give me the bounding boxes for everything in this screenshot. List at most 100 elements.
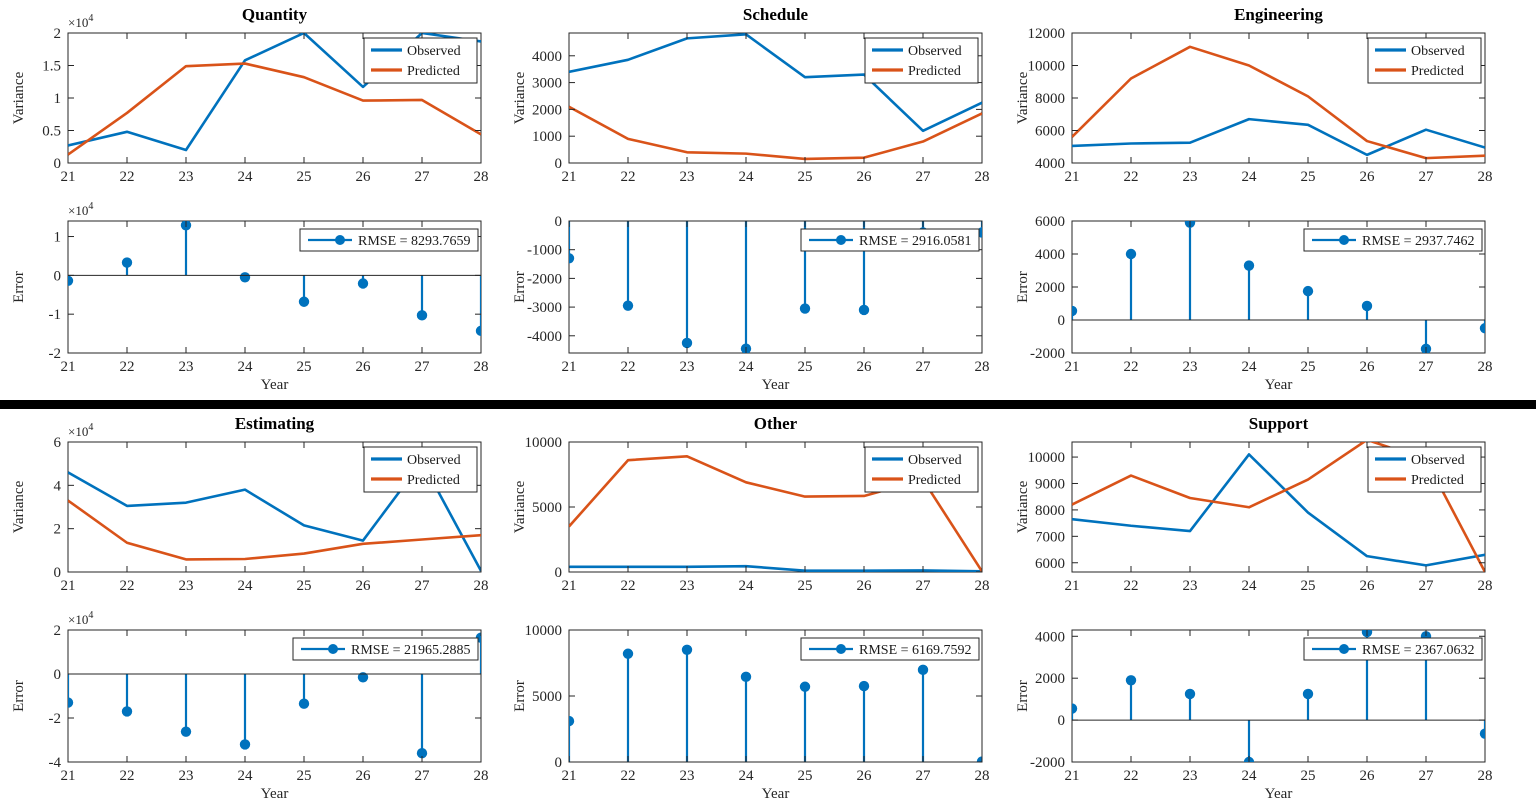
svg-text:Observed: Observed xyxy=(1411,453,1465,468)
svg-text:0: 0 xyxy=(555,214,563,230)
svg-text:22: 22 xyxy=(120,768,135,784)
support-error-axis-label: Error xyxy=(1015,680,1031,712)
support-error-stem-marker xyxy=(1125,675,1137,686)
svg-text:24: 24 xyxy=(238,169,254,185)
other-error-stem-marker xyxy=(622,648,634,659)
support-observed-line xyxy=(1072,453,1485,567)
svg-text:2: 2 xyxy=(54,26,62,42)
svg-text:-2000: -2000 xyxy=(1030,755,1065,771)
estimating-error-chart: 21 22 23 24 25 26 27 28 -4 -2 0 2 ×104 Error Year RMSE … xyxy=(11,610,489,802)
engineering-error-stem-marker xyxy=(1302,285,1314,297)
schedule-error-stem-marker xyxy=(858,304,870,316)
other-error-stem-marker xyxy=(917,664,929,676)
svg-text:-4000: -4000 xyxy=(527,329,562,345)
svg-text:23: 23 xyxy=(1183,768,1198,784)
svg-text:25: 25 xyxy=(297,578,312,594)
svg-text:RMSE = 8293.7659: RMSE = 8293.7659 xyxy=(358,234,471,249)
svg-text:Observed: Observed xyxy=(1411,44,1465,59)
svg-text:25: 25 xyxy=(798,169,813,185)
other-error-chart: 21 22 23 24 25 26 27 28 0 5000 10000 Error Year RMSE … xyxy=(512,623,990,802)
svg-text:27: 27 xyxy=(415,578,431,594)
svg-text:25: 25 xyxy=(297,768,312,784)
estimating-error-stem-marker xyxy=(416,748,428,759)
figure-top-row: 21 22 23 24 25 26 27 28 0 0.5 1 1.5 2 ×104 Variance Qua… xyxy=(0,0,1536,400)
svg-text:RMSE = 2937.7462: RMSE = 2937.7462 xyxy=(1362,234,1475,249)
other-error-stem-marker xyxy=(799,681,811,692)
svg-text:Predicted: Predicted xyxy=(908,473,961,488)
engineering-variance-chart: 21 22 23 24 25 26 27 28 4000 6000 8000 10000 12000 Va… xyxy=(1015,5,1493,185)
svg-text:26: 26 xyxy=(1360,359,1376,375)
svg-text:26: 26 xyxy=(857,359,873,375)
estimating-error-stem-marker xyxy=(298,698,310,709)
estimating-error-stem-marker xyxy=(239,739,251,750)
svg-text:1000: 1000 xyxy=(532,129,562,145)
svg-text:10000: 10000 xyxy=(1028,59,1066,75)
svg-text:21: 21 xyxy=(562,768,577,784)
svg-text:27: 27 xyxy=(916,768,932,784)
svg-text:27: 27 xyxy=(1419,578,1435,594)
other-year-axis-label: Year xyxy=(762,786,790,802)
svg-text:28: 28 xyxy=(975,169,990,185)
svg-text:10000: 10000 xyxy=(525,435,563,451)
svg-text:21: 21 xyxy=(61,169,76,185)
svg-text:26: 26 xyxy=(857,169,873,185)
quantity-title: Quantity xyxy=(242,5,308,24)
svg-text:4: 4 xyxy=(54,478,62,494)
svg-text:0: 0 xyxy=(555,156,563,172)
estimating-error-stem-marker xyxy=(68,697,74,708)
svg-text:7000: 7000 xyxy=(1035,529,1065,545)
estimating-year-axis-label: Year xyxy=(261,786,289,802)
svg-text:27: 27 xyxy=(415,768,431,784)
svg-text:26: 26 xyxy=(356,359,372,375)
quantity-error-stem-marker xyxy=(475,325,481,337)
svg-text:22: 22 xyxy=(1124,169,1139,185)
svg-text:21: 21 xyxy=(562,169,577,185)
svg-text:25: 25 xyxy=(798,768,813,784)
svg-text:RMSE = 21965.2885: RMSE = 21965.2885 xyxy=(351,643,471,658)
svg-text:28: 28 xyxy=(1478,768,1493,784)
engineering-predicted-line xyxy=(1072,45,1485,160)
svg-text:28: 28 xyxy=(975,578,990,594)
svg-text:22: 22 xyxy=(621,578,636,594)
svg-text:23: 23 xyxy=(179,359,194,375)
svg-text:24: 24 xyxy=(1242,169,1258,185)
svg-text:23: 23 xyxy=(1183,169,1198,185)
schedule-observed-line xyxy=(569,33,982,133)
engineering-error-stem-marker xyxy=(1479,323,1485,334)
quantity-variance-chart: 21 22 23 24 25 26 27 28 0 0.5 1 1.5 2 ×104 Variance Qua… xyxy=(11,5,489,185)
other-error-stem-marker xyxy=(569,715,575,727)
other-error-stem-marker xyxy=(976,756,982,762)
svg-text:2: 2 xyxy=(54,623,62,639)
estimating-error-stem-marker xyxy=(121,706,133,717)
support-variance-chart: 21 22 23 24 25 26 27 28 6000 7000 8000 9000 10000 Var… xyxy=(1015,414,1493,594)
svg-text:×104: ×104 xyxy=(68,610,93,627)
support-error-stem-marker xyxy=(1302,688,1314,700)
quantity-error-stem-marker xyxy=(68,275,74,286)
support-rmse-legend: RMSE = 2367.0632 xyxy=(1303,637,1483,661)
schedule-year-axis-label: Year xyxy=(762,377,790,393)
svg-text:-4: -4 xyxy=(49,755,62,771)
svg-text:23: 23 xyxy=(179,768,194,784)
quantity-error-stem-marker xyxy=(121,257,133,268)
svg-text:27: 27 xyxy=(916,578,932,594)
schedule-error-stem-marker xyxy=(569,253,575,264)
svg-text:21: 21 xyxy=(1065,169,1080,185)
svg-text:0: 0 xyxy=(555,755,563,771)
svg-text:22: 22 xyxy=(120,359,135,375)
svg-text:8000: 8000 xyxy=(1035,91,1065,107)
other-error-stem-marker xyxy=(740,671,752,683)
quantity-error-chart: 21 22 23 24 25 26 27 28 -2 -1 0 1 ×104 Error Year RMSE … xyxy=(11,201,489,393)
svg-text:28: 28 xyxy=(975,359,990,375)
svg-text:25: 25 xyxy=(297,169,312,185)
svg-text:27: 27 xyxy=(1419,768,1435,784)
engineering-year-axis-label: Year xyxy=(1265,377,1293,393)
svg-text:RMSE = 2367.0632: RMSE = 2367.0632 xyxy=(1362,643,1475,658)
schedule-error-chart: 21 22 23 24 25 26 27 28 -4000 -3000 -2000 -1000 0 Err… xyxy=(512,214,990,393)
quantity-predicted-line xyxy=(68,62,481,156)
engineering-error-axis-label: Error xyxy=(1015,271,1031,303)
svg-text:0: 0 xyxy=(1058,313,1066,329)
svg-text:24: 24 xyxy=(1242,359,1258,375)
svg-text:25: 25 xyxy=(1301,169,1316,185)
schedule-error-stem-marker xyxy=(622,300,634,311)
svg-text:0: 0 xyxy=(54,268,62,284)
